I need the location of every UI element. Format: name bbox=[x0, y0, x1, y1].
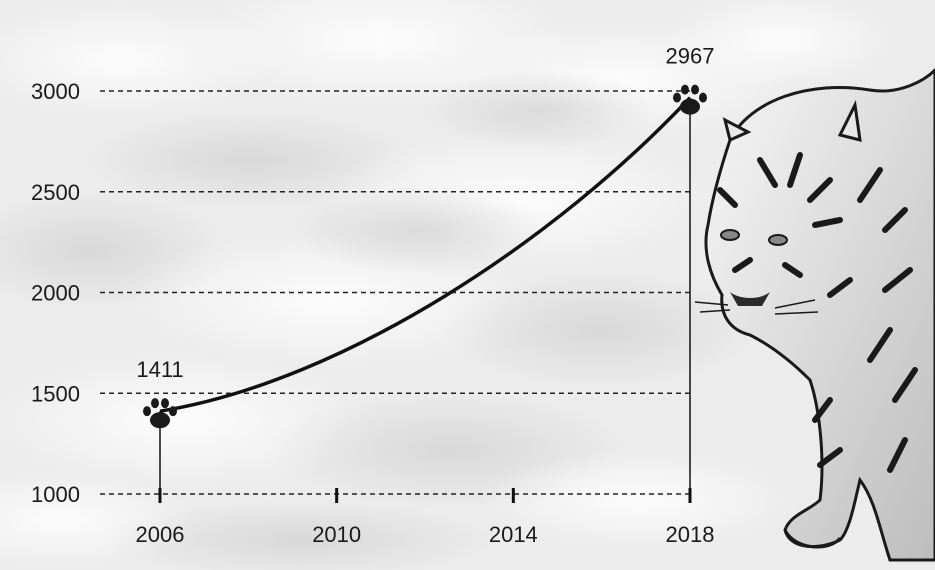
snow-patch bbox=[660, 0, 900, 90]
x-tick-label: 2018 bbox=[666, 522, 715, 547]
y-tick-label: 2000 bbox=[31, 281, 80, 306]
paw-toe bbox=[151, 398, 159, 409]
snow-patch bbox=[290, 185, 550, 275]
x-tick-label: 2010 bbox=[312, 522, 361, 547]
snow-texture-background bbox=[0, 0, 900, 570]
paw-pad bbox=[150, 412, 170, 429]
paw-pad bbox=[680, 98, 700, 115]
paw-toe bbox=[143, 406, 151, 417]
data-label: 1411 bbox=[136, 357, 183, 382]
x-tick-label: 2014 bbox=[489, 522, 538, 547]
paw-toe bbox=[681, 84, 689, 95]
y-axis: 1000 1500 2000 2500 3000 bbox=[31, 79, 80, 507]
paw-print-icon bbox=[143, 398, 177, 429]
data-series: 1411 2967 bbox=[136, 44, 714, 494]
snow-patch bbox=[420, 70, 660, 150]
data-label: 2967 bbox=[666, 44, 715, 69]
paw-toe bbox=[699, 92, 707, 103]
paw-toe bbox=[673, 92, 681, 103]
snow-patch bbox=[480, 450, 800, 550]
y-tick-label: 3000 bbox=[31, 79, 80, 104]
paw-toe bbox=[691, 84, 699, 95]
series-line bbox=[159, 96, 692, 413]
tiger-illustration-icon bbox=[694, 67, 935, 562]
paw-toe bbox=[161, 398, 169, 409]
paw-print-icon bbox=[673, 84, 707, 115]
y-tick-label: 2500 bbox=[31, 180, 80, 205]
snow-patch bbox=[440, 270, 760, 390]
y-tick-label: 1500 bbox=[31, 381, 80, 406]
x-tick-label: 2006 bbox=[136, 522, 185, 547]
snow-patch bbox=[100, 500, 500, 570]
paw-toe bbox=[169, 406, 177, 417]
y-tick-label: 1000 bbox=[31, 482, 80, 507]
